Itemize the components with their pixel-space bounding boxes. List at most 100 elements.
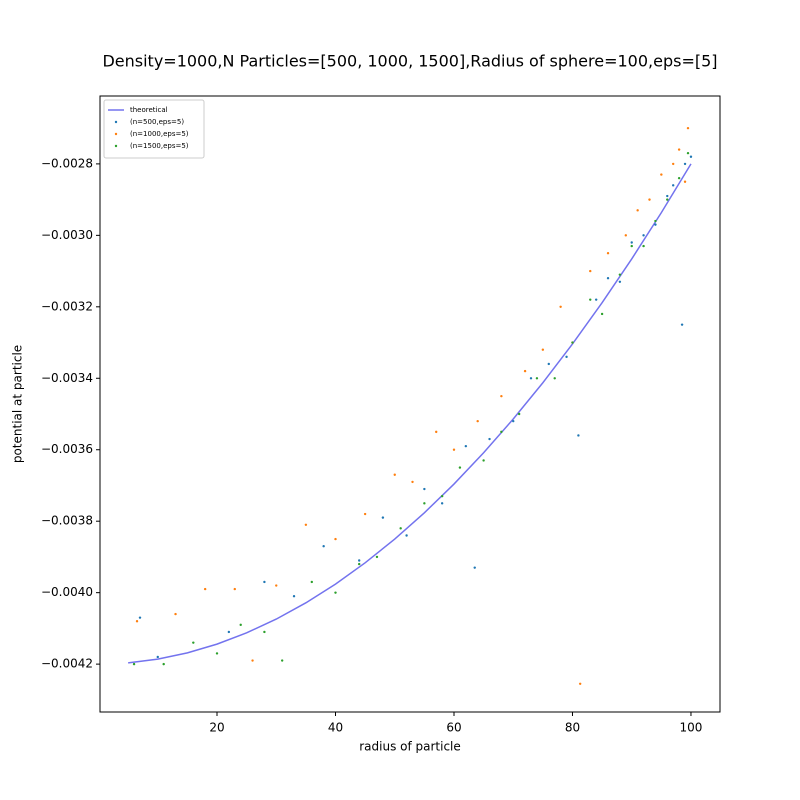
point (263, 580, 266, 584)
point (132, 662, 136, 666)
point (642, 234, 645, 237)
point (440, 494, 444, 498)
point (334, 537, 337, 541)
legend-label: (n=1000,eps=5) (130, 130, 189, 138)
x-axis-label: radius of particle (359, 740, 461, 754)
point (381, 516, 385, 519)
point (174, 612, 177, 616)
point (517, 412, 521, 416)
point (304, 523, 308, 526)
point (523, 369, 527, 373)
point (162, 662, 165, 666)
point (677, 176, 681, 180)
y-tick-label: −0.0036 (41, 442, 93, 456)
point (393, 473, 396, 476)
point (578, 682, 582, 685)
point (559, 305, 562, 309)
point (689, 155, 693, 158)
point (683, 180, 687, 183)
point (686, 151, 690, 155)
point (618, 280, 622, 284)
point (642, 244, 645, 248)
point (606, 277, 610, 280)
y-tick-label: −0.0034 (41, 371, 93, 385)
x-tick-label: 60 (446, 721, 461, 735)
point (683, 162, 687, 166)
axes-frame (99, 95, 721, 713)
point (594, 298, 598, 301)
x-tick-label: 40 (328, 721, 343, 735)
point (405, 534, 408, 537)
point (192, 641, 195, 644)
point (310, 580, 314, 584)
point (500, 394, 503, 398)
point (535, 377, 539, 380)
point (280, 659, 284, 662)
point (589, 269, 592, 273)
point (203, 587, 207, 591)
point (630, 241, 633, 244)
point (589, 298, 592, 301)
point (686, 126, 690, 130)
y-tick-label: −0.0040 (41, 585, 93, 599)
point (654, 223, 657, 226)
point (565, 355, 568, 359)
point (275, 584, 278, 587)
point (482, 459, 485, 462)
point (363, 512, 367, 516)
y-tick-label: −0.0042 (41, 657, 93, 671)
legend-label: (n=1500,eps=5) (130, 142, 189, 150)
point (458, 466, 462, 469)
point (227, 630, 231, 634)
y-tick-label: −0.0028 (41, 156, 93, 170)
point (660, 173, 663, 176)
point (292, 595, 296, 598)
point (473, 566, 476, 569)
point (263, 630, 266, 634)
point (215, 652, 219, 655)
point (322, 545, 325, 548)
x-tick-label: 20 (209, 721, 224, 735)
legend-label: (n=500,eps=5) (130, 118, 184, 126)
y-tick-label: −0.0038 (41, 514, 93, 528)
point (138, 616, 142, 619)
point (440, 502, 444, 505)
point (529, 377, 533, 380)
point (606, 252, 610, 255)
point (671, 162, 675, 166)
chart-title: Density=1000,N Particles=[500, 1000, 150… (102, 52, 717, 71)
point (618, 273, 622, 276)
point (375, 555, 379, 559)
point (636, 209, 639, 212)
y-tick-label: −0.0030 (41, 228, 93, 242)
point (571, 341, 574, 344)
legend-label: theoretical (130, 106, 168, 114)
point (423, 502, 426, 505)
point (630, 244, 633, 248)
x-tick-label: 100 (680, 721, 703, 735)
theoretical-line (128, 163, 692, 664)
point (357, 562, 361, 566)
point (577, 434, 580, 437)
point (600, 312, 604, 316)
point (488, 437, 491, 441)
point (541, 348, 545, 351)
point (666, 198, 669, 201)
legend-swatch (114, 132, 118, 136)
point (512, 419, 515, 423)
point (680, 323, 684, 326)
point (648, 198, 651, 201)
legend-swatch (114, 144, 118, 148)
point (251, 659, 254, 662)
x-tick-label: 80 (565, 721, 580, 735)
point (671, 184, 675, 187)
point (135, 620, 139, 623)
legend-box (103, 99, 205, 159)
point (452, 448, 456, 451)
point (547, 362, 550, 366)
point (624, 234, 628, 237)
y-tick-label: −0.0032 (41, 299, 93, 313)
point (500, 430, 503, 434)
point (677, 148, 681, 151)
